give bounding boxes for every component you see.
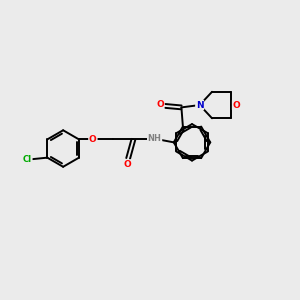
Text: O: O xyxy=(89,135,97,144)
Text: O: O xyxy=(232,100,240,109)
Text: N: N xyxy=(196,100,203,109)
Text: Cl: Cl xyxy=(23,154,32,164)
Text: O: O xyxy=(124,160,131,169)
Text: O: O xyxy=(156,100,164,109)
Text: NH: NH xyxy=(148,134,162,143)
